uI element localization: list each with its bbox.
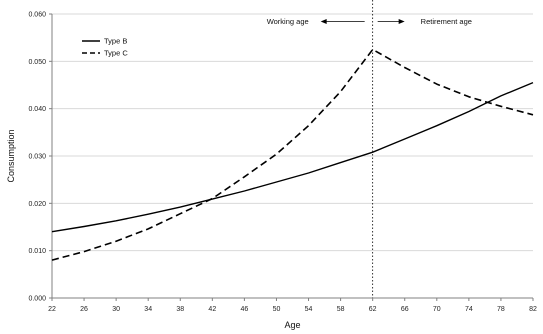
y-axis-title: Consumption: [6, 129, 16, 182]
x-tick-label-7: 50: [273, 306, 281, 313]
x-tick-label-0: 22: [48, 306, 56, 313]
x-tick-label-15: 82: [529, 306, 537, 313]
series-line-type-b: [51, 81, 534, 233]
retirement-age-arrow-head: [398, 19, 405, 24]
y-tick-label-4: 0.040: [28, 106, 46, 113]
x-tick-label-1: 26: [80, 306, 88, 313]
y-tick-label-2: 0.020: [28, 201, 46, 208]
x-tick-label-13: 74: [465, 306, 473, 313]
y-tick-label-0: 0.000: [28, 296, 46, 303]
x-tick-label-9: 58: [337, 306, 345, 313]
x-tick-label-2: 30: [112, 306, 120, 313]
x-tick-label-6: 46: [241, 306, 249, 313]
x-tick-label-5: 42: [208, 306, 216, 313]
y-tick-label-1: 0.010: [28, 248, 46, 255]
working-age-label: Working age: [267, 17, 309, 26]
working-age-arrow-head: [320, 19, 327, 24]
legend-label-0: Type B: [104, 37, 127, 46]
y-tick-label-3: 0.030: [28, 154, 46, 161]
x-tick-label-8: 54: [305, 306, 313, 313]
x-tick-label-4: 38: [176, 306, 184, 313]
y-tick-label-6: 0.060: [28, 12, 46, 19]
x-axis-title: Age: [284, 320, 300, 330]
x-tick-label-11: 66: [401, 306, 409, 313]
x-tick-label-14: 78: [497, 306, 505, 313]
legend-label-1: Type C: [104, 49, 128, 58]
x-tick-label-10: 62: [369, 306, 377, 313]
x-tick-label-3: 34: [144, 306, 152, 313]
x-tick-label-12: 70: [433, 306, 441, 313]
series-line-type-c: [51, 48, 534, 261]
y-tick-label-5: 0.050: [28, 59, 46, 66]
retirement-age-label: Retirement age: [421, 17, 472, 26]
